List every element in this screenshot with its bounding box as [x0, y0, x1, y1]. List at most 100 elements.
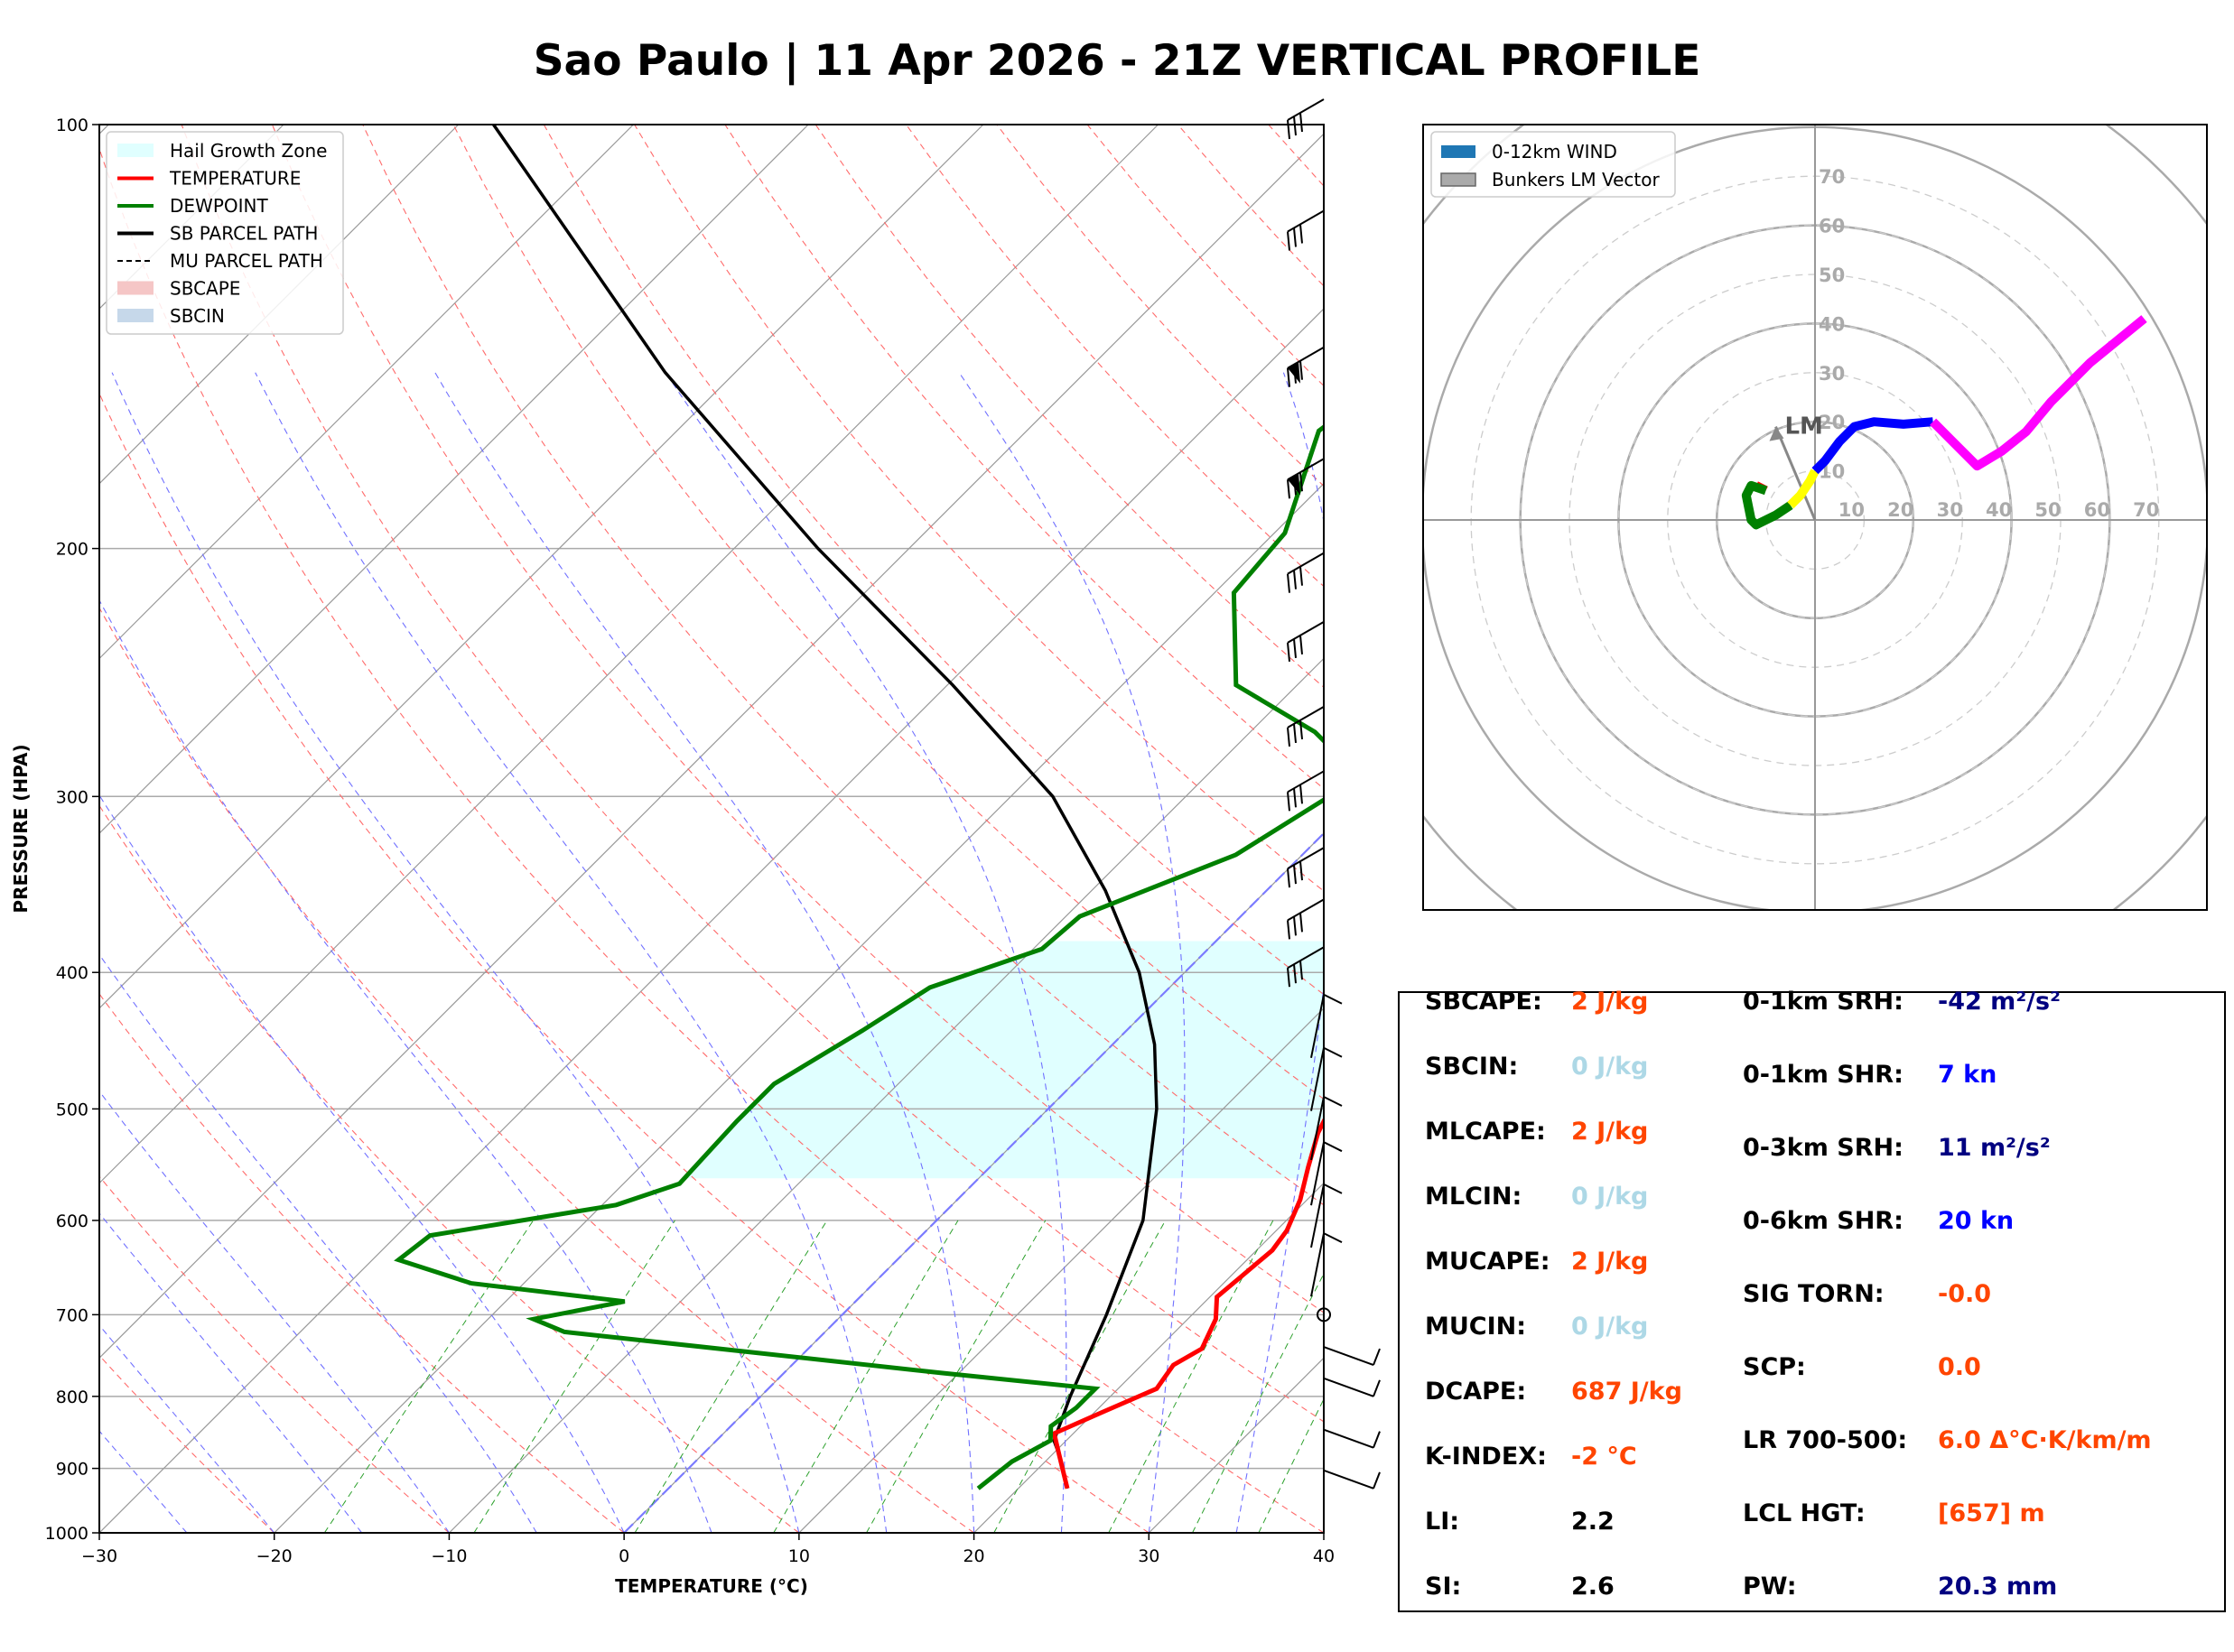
temperature-line — [1051, 1116, 1324, 1490]
wind-barb — [1293, 723, 1297, 744]
x-tick-label: 10 — [788, 1546, 810, 1566]
moist-adiabat — [99, 1212, 363, 1533]
wind-barb — [1323, 1141, 1343, 1153]
param-label-pw: PW: — [1743, 1573, 1797, 1601]
hodograph-y-label: 30 — [1819, 363, 1845, 385]
moist-adiabat — [99, 953, 537, 1533]
param-label-scp: SCP: — [1743, 1353, 1806, 1381]
wind-barb — [1299, 224, 1303, 244]
legend-box — [106, 131, 344, 335]
wind-barb — [1299, 784, 1303, 804]
param-value-mucin: 0 J/kg — [1571, 1313, 1649, 1341]
legend-label: MU PARCEL PATH — [170, 250, 323, 272]
wind-barb — [1293, 638, 1297, 658]
wind-barb — [1287, 479, 1290, 499]
wind-barb — [1299, 635, 1303, 654]
wind-barb — [1287, 231, 1290, 251]
param-value-shr01: 7 kn — [1938, 1061, 1997, 1089]
wind-barb — [1293, 865, 1297, 885]
legend-label: Hail Growth Zone — [170, 140, 327, 162]
parameters-panel: SBCAPE: 2 J/kg SBCIN: 0 J/kg MLCAPE: 2 J… — [1398, 988, 2226, 1612]
param-value-sbcin: 0 J/kg — [1571, 1053, 1649, 1081]
hodograph-blue-segment — [1811, 417, 1934, 475]
x-tick-label: 20 — [963, 1546, 984, 1566]
mixing-ratio-line — [1108, 1220, 1274, 1533]
wind-barb — [1287, 727, 1290, 747]
lm-vector — [1774, 426, 1817, 521]
param-label-mlcape: MLCAPE: — [1425, 1118, 1546, 1146]
wind-barb — [1287, 367, 1290, 387]
hodograph-ring — [1225, 0, 2234, 1109]
isotherm-line — [99, 133, 1324, 1360]
y-tick-label: 900 — [56, 1460, 88, 1480]
wind-barb — [1299, 360, 1303, 380]
isotherm-line — [973, 1182, 1324, 1533]
param-label-sbcape: SBCAPE: — [1425, 988, 1542, 1016]
param-value-mucape: 2 J/kg — [1571, 1248, 1649, 1276]
isotherm-line — [99, 125, 460, 485]
hodo-legend-label: Bunkers LM Vector — [1492, 169, 1661, 190]
wind-barb — [1287, 968, 1290, 988]
param-value-dcape: 687 J/kg — [1571, 1378, 1682, 1406]
hodograph-y-label: 40 — [1819, 313, 1845, 335]
wind-barb — [1373, 1471, 1381, 1490]
y-tick-label: 600 — [56, 1211, 88, 1231]
param-value-li: 2.2 — [1571, 1508, 1615, 1536]
mixing-ratio-line — [866, 1220, 1047, 1533]
wind-barb — [1299, 961, 1303, 980]
wind-barb — [1317, 1307, 1331, 1323]
wind-barb — [1323, 1346, 1374, 1367]
x-axis-label: TEMPERATURE (°C) — [615, 1575, 808, 1597]
mixing-ratio-line — [473, 1220, 675, 1533]
param-label-sbcin: SBCIN: — [1425, 1053, 1519, 1081]
hodograph-frame — [1422, 124, 2208, 911]
hodograph-magenta-segment — [1930, 315, 2147, 471]
moist-adiabat — [434, 372, 975, 1533]
param-label-shr06: 0-6km SHR: — [1743, 1207, 1904, 1235]
legend-label: DEWPOINT — [170, 195, 268, 217]
isotherm-line — [99, 308, 1324, 1533]
y-tick-label: 700 — [56, 1305, 88, 1325]
dry-adiabat — [99, 147, 1324, 1533]
legend-swatch — [117, 144, 154, 157]
param-value-mlcape: 2 J/kg — [1571, 1118, 1649, 1146]
wind-barb — [1287, 119, 1290, 140]
wind-barb — [1323, 1377, 1374, 1397]
wind-barb — [1310, 1141, 1325, 1206]
mixing-ratio-line — [993, 1220, 1167, 1533]
param-value-pw: 20.3 mm — [1938, 1573, 2058, 1601]
legend-label: TEMPERATURE — [169, 168, 301, 190]
param-label-lr: LR 700-500: — [1743, 1426, 1908, 1454]
wind-barb — [1323, 1469, 1374, 1490]
dry-adiabat — [724, 125, 1324, 790]
isotherm-line — [449, 657, 1324, 1533]
dry-adiabat — [543, 125, 1324, 996]
wind-barb — [1373, 1431, 1381, 1449]
x-tick-label: −30 — [81, 1546, 117, 1566]
isotherm-line — [99, 125, 984, 1009]
wind-barb — [1323, 993, 1343, 1005]
param-label-mlcin: MLCIN: — [1425, 1183, 1522, 1211]
moist-adiabat — [111, 372, 800, 1533]
param-label-si: SI: — [1425, 1573, 1462, 1601]
wind-barb — [1293, 964, 1297, 984]
wind-barb — [1287, 920, 1290, 940]
wind-barb — [1310, 1047, 1325, 1111]
x-tick-label: 0 — [619, 1546, 629, 1566]
wind-barb — [1299, 566, 1303, 586]
x-tick-label: 30 — [1138, 1546, 1159, 1566]
hodograph-y-label: 60 — [1819, 216, 1845, 237]
hodograph-y-label: 50 — [1819, 265, 1845, 286]
moist-adiabat — [99, 1324, 275, 1533]
wind-barb — [1287, 642, 1290, 662]
wind-barb — [1299, 719, 1303, 740]
wind-barb — [1299, 861, 1303, 881]
dry-adiabat — [99, 993, 625, 1533]
isotherm-line — [99, 125, 634, 660]
wind-barb — [1287, 868, 1290, 888]
param-value-kindex: -2 °C — [1571, 1443, 1637, 1471]
dry-adiabat — [362, 125, 1324, 1206]
hodograph-x-label: 20 — [1887, 499, 1913, 521]
